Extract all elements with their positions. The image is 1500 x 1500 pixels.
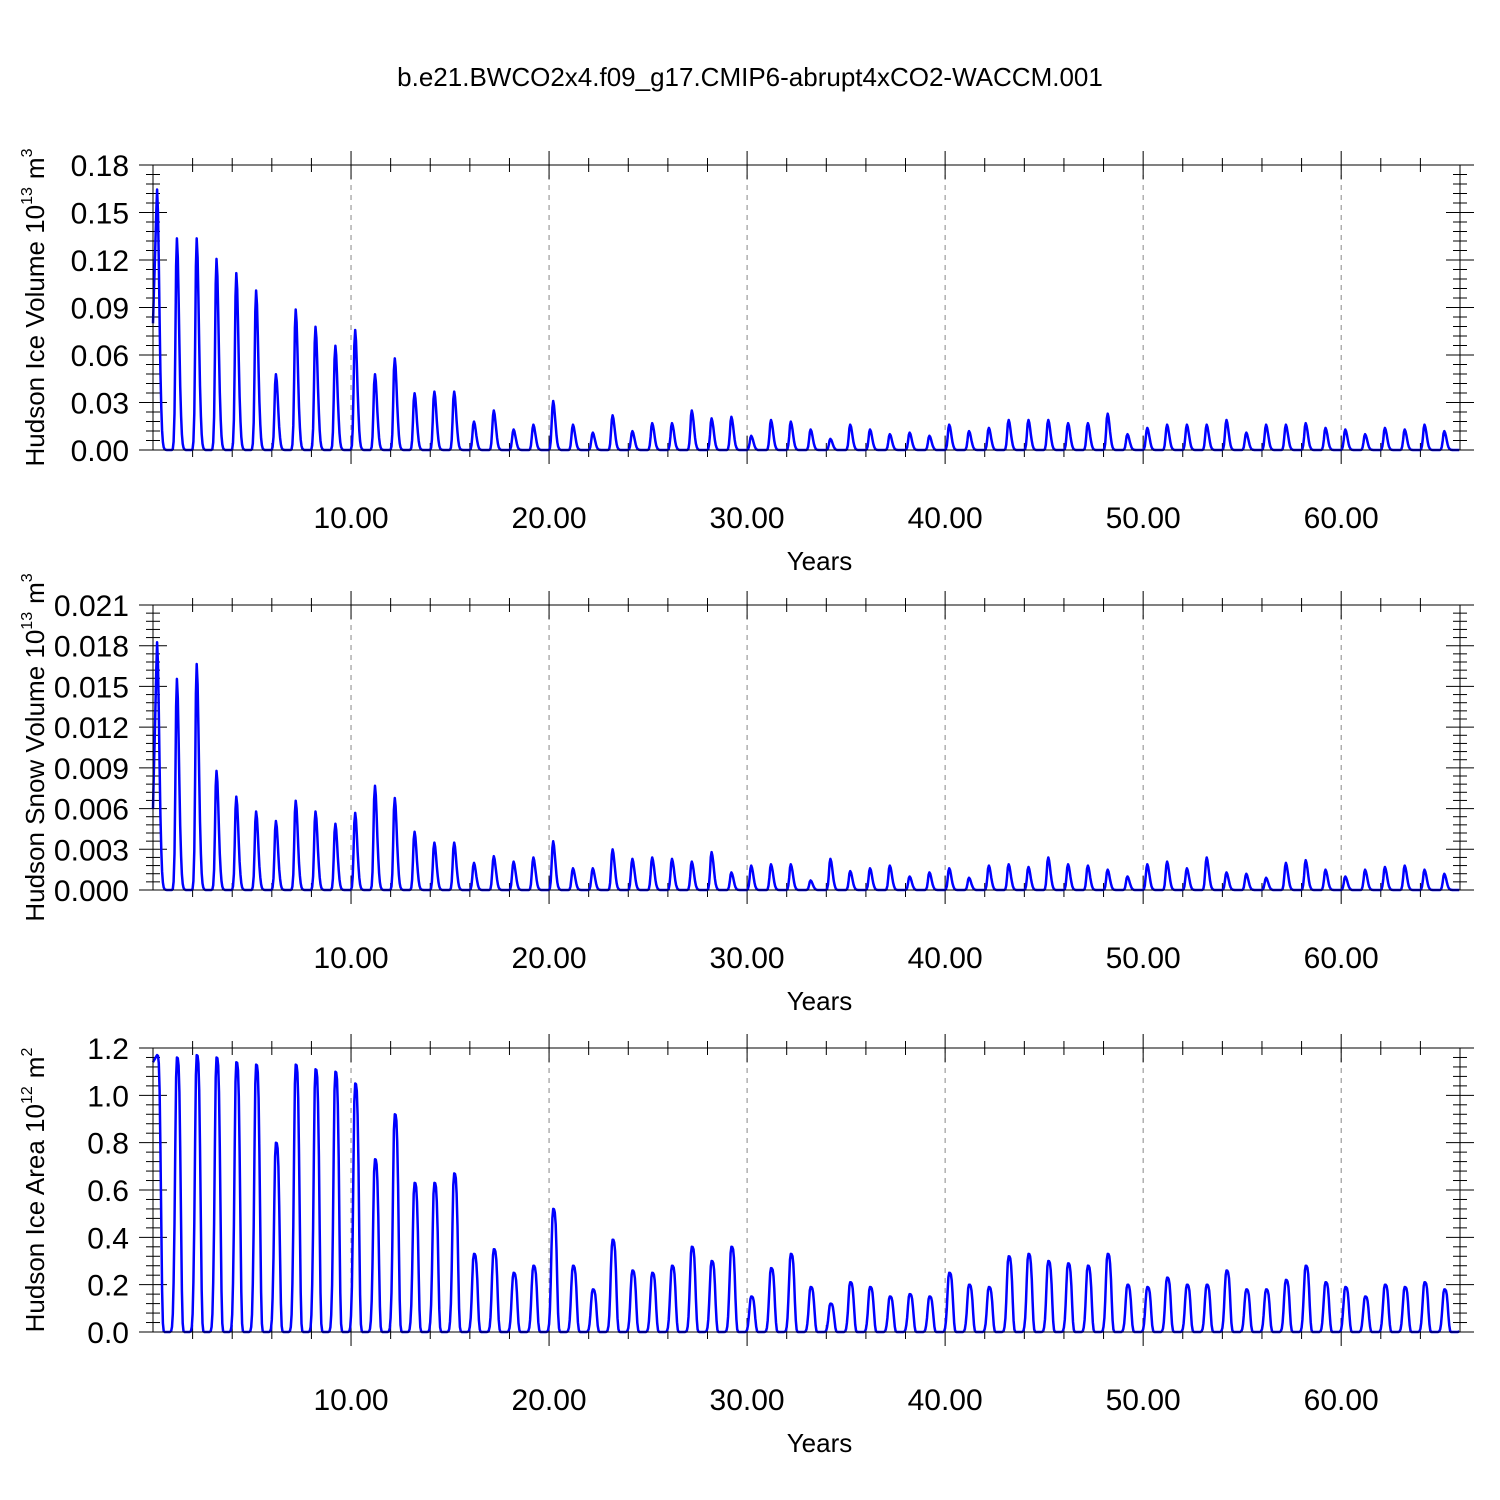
y-tick-label: 0.4 bbox=[87, 1222, 129, 1255]
plot-frame bbox=[152, 1047, 1461, 1333]
y-tick-label: 0.2 bbox=[87, 1270, 129, 1303]
y-tick-label: 0.00 bbox=[71, 435, 129, 468]
y-axis-label-main: Hudson Snow Volume 10 bbox=[20, 630, 50, 922]
series-line bbox=[151, 641, 1460, 892]
x-axis-label: Years bbox=[787, 1428, 853, 1458]
y-tick-label: 1.0 bbox=[87, 1080, 129, 1113]
y-tick-label: 0.15 bbox=[71, 198, 129, 231]
x-tick-label: 20.00 bbox=[512, 942, 587, 975]
plot-frame bbox=[152, 164, 1461, 451]
y-tick-label: 0.000 bbox=[54, 875, 129, 908]
series-line bbox=[151, 188, 1460, 452]
x-tick-label: 10.00 bbox=[313, 1384, 388, 1417]
x-tick-label: 60.00 bbox=[1304, 942, 1379, 975]
x-tick-label: 40.00 bbox=[908, 1384, 983, 1417]
x-tick-label: 20.00 bbox=[512, 1384, 587, 1417]
x-tick-label: 30.00 bbox=[710, 502, 785, 535]
x-tick-label: 30.00 bbox=[710, 942, 785, 975]
y-axis-label: Hudson Ice Volume 1013 m3 bbox=[19, 148, 50, 466]
y-tick-label: 0.09 bbox=[71, 293, 129, 326]
x-tick-label: 60.00 bbox=[1304, 502, 1379, 535]
y-axis-label-unit: m bbox=[20, 157, 50, 179]
x-tick-label: 50.00 bbox=[1106, 502, 1181, 535]
x-axis-label: Years bbox=[787, 546, 853, 576]
y-tick-label: 0.006 bbox=[54, 794, 129, 827]
y-tick-label: 0.8 bbox=[87, 1128, 129, 1161]
series-line bbox=[151, 1053, 1460, 1334]
y-tick-label: 0.018 bbox=[54, 631, 129, 664]
y-tick-label: 0.6 bbox=[87, 1175, 129, 1208]
y-axis-label-main: Hudson Ice Area 10 bbox=[20, 1104, 50, 1332]
x-tick-label: 20.00 bbox=[512, 502, 587, 535]
y-axis-label-unit-exponent: 3 bbox=[19, 573, 36, 582]
y-tick-label: 0.021 bbox=[54, 590, 129, 623]
y-axis-label-main: Hudson Ice Volume 10 bbox=[20, 205, 50, 467]
x-tick-label: 10.00 bbox=[313, 942, 388, 975]
y-axis-label-exponent: 12 bbox=[19, 1086, 36, 1104]
x-axis-label: Years bbox=[787, 986, 853, 1016]
x-tick-label: 30.00 bbox=[710, 1384, 785, 1417]
x-tick-label: 60.00 bbox=[1304, 1384, 1379, 1417]
x-tick-label: 50.00 bbox=[1106, 1384, 1181, 1417]
chart-title: b.e21.BWCO2x4.f09_g17.CMIP6-abrupt4xCO2-… bbox=[397, 62, 1103, 92]
ice-area-panel: 0.0 0.2 0.4 0.6 0.8 1.0 1.2 10.00 20.00 30.00 40.0… bbox=[19, 1033, 1474, 1458]
y-tick-label: 0.12 bbox=[71, 245, 129, 278]
y-tick-label: 0.0 bbox=[87, 1317, 129, 1350]
y-tick-label: 0.06 bbox=[71, 340, 129, 373]
y-tick-label: 0.015 bbox=[54, 671, 129, 704]
y-tick-label: 0.009 bbox=[54, 753, 129, 786]
y-axis-label-unit-exponent: 3 bbox=[19, 148, 36, 157]
snow-volume-panel: 0.000 0.003 0.006 0.009 0.012 0.015 0.018 0.021… bbox=[19, 573, 1474, 1016]
y-axis-label: Hudson Snow Volume 1013 m3 bbox=[19, 573, 50, 921]
x-tick-label: 50.00 bbox=[1106, 942, 1181, 975]
plot-frame bbox=[152, 604, 1461, 891]
y-axis-label-unit: m bbox=[20, 582, 50, 604]
x-tick-label: 10.00 bbox=[313, 502, 388, 535]
y-axis-label-unit-exponent: 2 bbox=[19, 1048, 36, 1057]
y-axis-label: Hudson Ice Area 1012 m2 bbox=[19, 1048, 50, 1333]
y-tick-label: 0.03 bbox=[71, 388, 129, 421]
y-axis-label-unit: m bbox=[20, 1057, 50, 1079]
x-tick-label: 40.00 bbox=[908, 502, 983, 535]
y-tick-label: 1.2 bbox=[87, 1033, 129, 1066]
y-axis-label-exponent: 13 bbox=[19, 612, 36, 630]
y-tick-label: 0.003 bbox=[54, 834, 129, 867]
ice-volume-panel: 0.00 0.03 0.06 0.09 0.12 0.15 0.18 10.00 20.00 30… bbox=[19, 148, 1474, 576]
y-tick-label: 0.18 bbox=[71, 150, 129, 183]
x-tick-label: 40.00 bbox=[908, 942, 983, 975]
y-axis-label-exponent: 13 bbox=[19, 187, 36, 205]
y-tick-label: 0.012 bbox=[54, 712, 129, 745]
